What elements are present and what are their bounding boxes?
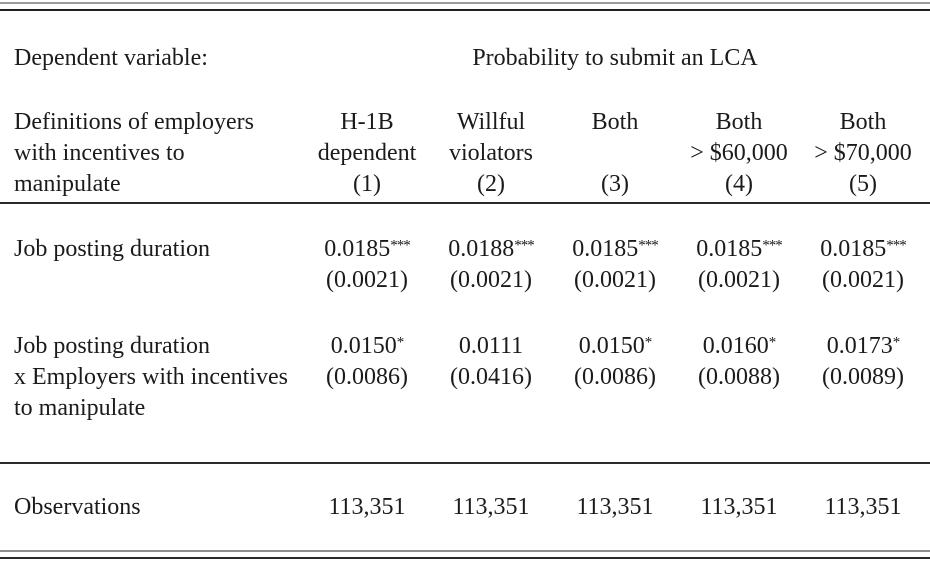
body-footer-separator-rule: [0, 462, 930, 464]
stub-header-line3: manipulate: [14, 171, 121, 197]
column-header-1-line2: dependent: [317, 140, 417, 166]
std-error-cell: (0.0021): [326, 267, 408, 293]
coefficient-cell: 0.0150*: [330, 333, 404, 359]
significance-stars: ***: [762, 237, 782, 254]
observations-label: Observations: [14, 494, 141, 520]
column-header-2-line1: Willful: [456, 109, 526, 135]
row-label: Job posting duration: [14, 333, 210, 359]
std-error-cell: (0.0088): [698, 364, 780, 390]
coefficient-cell: 0.0111: [458, 333, 524, 359]
significance-stars: *: [768, 334, 776, 351]
column-number-2: (2): [477, 171, 505, 197]
column-number-3: (3): [601, 171, 629, 197]
significance-stars: *: [644, 334, 652, 351]
column-header-5-line1: Both: [839, 109, 887, 135]
column-number-5: (5): [849, 171, 877, 197]
std-error-cell: (0.0086): [326, 364, 408, 390]
std-error-cell: (0.0021): [574, 267, 656, 293]
column-header-4-line2: > $60,000: [690, 140, 788, 166]
significance-stars: ***: [638, 237, 658, 254]
column-header-1-line1: H-1B: [340, 109, 394, 135]
dependent-variable-row: Dependent variable: Probability to submi…: [14, 43, 925, 74]
row-label-line2: x Employers with incentives: [14, 364, 288, 390]
observations-row: Observations 113,351 113,351 113,351 113…: [14, 492, 925, 523]
observations-value: 113,351: [824, 494, 902, 520]
observations-value: 113,351: [700, 494, 778, 520]
row-label-line3: to manipulate: [14, 395, 146, 421]
stub-header-line1: Definitions of employers: [14, 109, 254, 135]
significance-stars: ***: [886, 237, 906, 254]
column-header-3-line1: Both: [591, 109, 639, 135]
bottom-rule-inner: [0, 557, 930, 559]
std-error-cell: (0.0021): [698, 267, 780, 293]
coefficient-row-2: Job posting duration 0.0150* 0.0111 0.01…: [14, 331, 925, 424]
std-error-cell: (0.0416): [450, 364, 532, 390]
row-label-spacer: [14, 265, 305, 296]
significance-stars: *: [396, 334, 404, 351]
dependent-variable-label: Dependent variable:: [14, 45, 208, 71]
std-error-cell: (0.0086): [574, 364, 656, 390]
observations-value: 113,351: [576, 494, 654, 520]
coefficient-row-1: Job posting duration 0.0185*** 0.0188***…: [14, 234, 925, 296]
std-error-cell: (0.0089): [822, 364, 904, 390]
coefficient-cell: 0.0185***: [572, 236, 658, 262]
significance-stars: *: [892, 334, 900, 351]
coefficient-cell: 0.0185***: [324, 236, 410, 262]
bottom-rule-outer: [0, 550, 930, 552]
column-header-2-line2: violators: [449, 140, 533, 166]
std-error-cell: (0.0021): [450, 267, 532, 293]
significance-stars: ***: [514, 237, 534, 254]
coefficient-cell: 0.0185***: [820, 236, 906, 262]
stub-header-line2: with incentives to: [14, 140, 185, 166]
coefficient-cell: 0.0173*: [826, 333, 900, 359]
column-header-block: Definitions of employers H-1B Willful Bo…: [14, 107, 925, 200]
header-separator-rule: [0, 202, 930, 204]
coefficient-cell: 0.0160*: [702, 333, 776, 359]
coefficient-cell: 0.0188***: [448, 236, 534, 262]
column-header-4-line1: Both: [715, 109, 763, 135]
column-number-4: (4): [725, 171, 753, 197]
row-label: Job posting duration: [14, 236, 210, 262]
top-rule-inner: [0, 9, 930, 11]
column-header-3-line2: [553, 138, 677, 169]
std-error-cell: (0.0021): [822, 267, 904, 293]
dependent-variable-value: Probability to submit an LCA: [472, 45, 758, 71]
coefficient-cell: 0.0185***: [696, 236, 782, 262]
column-header-5-line2: > $70,000: [814, 140, 912, 166]
observations-value: 113,351: [328, 494, 406, 520]
top-rule-outer: [0, 2, 930, 4]
column-number-1: (1): [353, 171, 381, 197]
coefficient-cell: 0.0150*: [578, 333, 652, 359]
significance-stars: ***: [390, 237, 410, 254]
observations-value: 113,351: [452, 494, 530, 520]
